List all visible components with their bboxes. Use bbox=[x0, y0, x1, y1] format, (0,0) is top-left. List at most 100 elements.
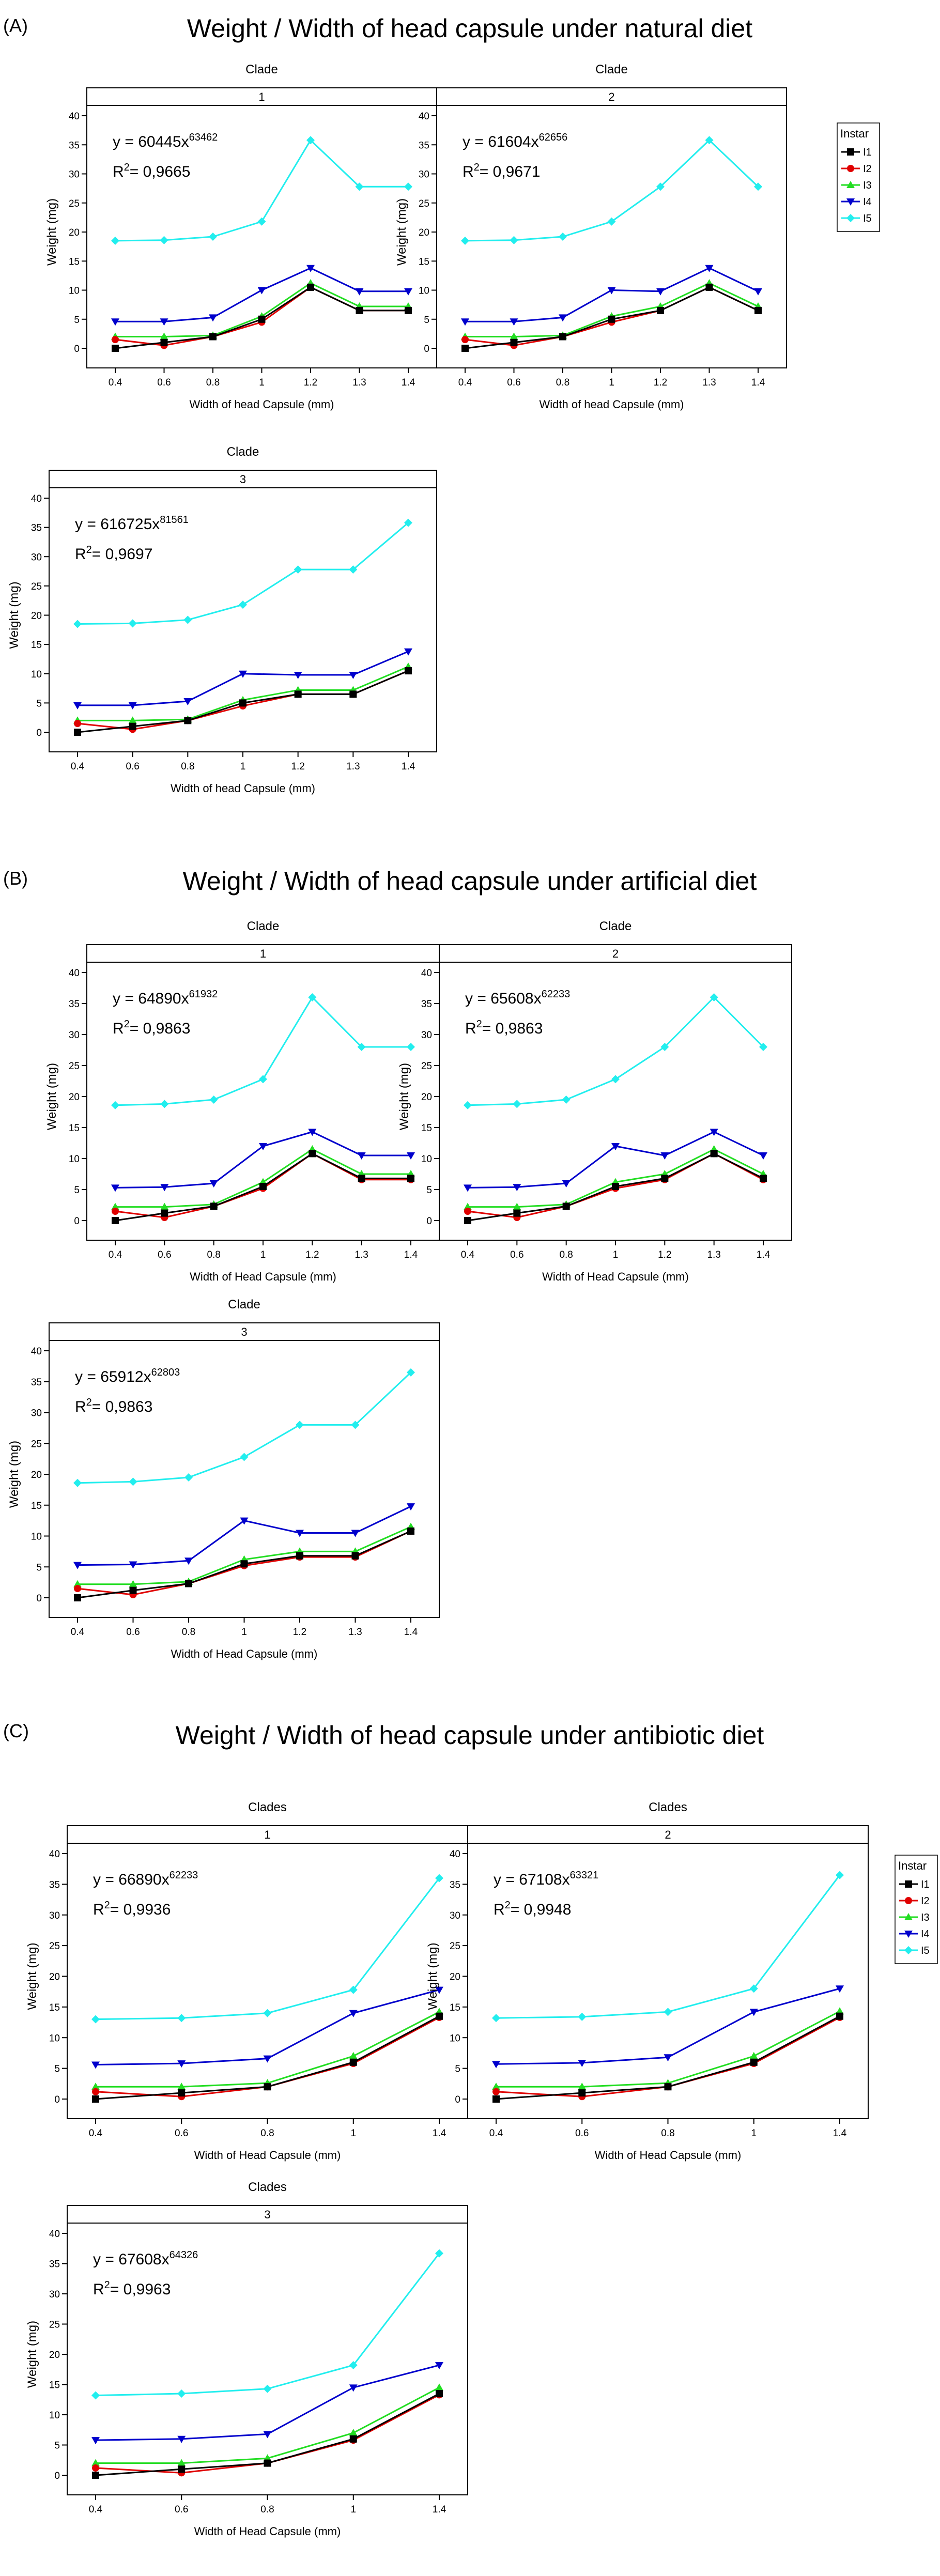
point-I5 bbox=[73, 620, 82, 628]
point-I1 bbox=[436, 2390, 443, 2398]
point-I1 bbox=[492, 2095, 500, 2103]
x-tick-label: 0.8 bbox=[207, 1250, 220, 1260]
legend-frame bbox=[837, 122, 880, 232]
y-tick-label: 5 bbox=[74, 315, 80, 326]
y-tick-label: 20 bbox=[450, 1972, 460, 1983]
y-tick-label: 25 bbox=[31, 581, 42, 592]
point-I5 bbox=[351, 1421, 360, 1429]
equation-label: y = 60445x63462 bbox=[113, 132, 218, 150]
point-I4 bbox=[562, 1180, 571, 1187]
y-tick-label: 15 bbox=[31, 1501, 42, 1511]
point-I1 bbox=[112, 1217, 119, 1224]
equation-label: y = 66890x62233 bbox=[93, 1870, 198, 1888]
y-axis-label: Weight (mg) bbox=[426, 1942, 440, 2010]
point-I1 bbox=[264, 2083, 271, 2091]
point-I4 bbox=[461, 318, 469, 326]
point-I4 bbox=[664, 2054, 672, 2062]
x-axis-label: Width of Head Capsule (mm) bbox=[595, 2149, 742, 2162]
point-I2 bbox=[461, 336, 469, 344]
x-axis-label: Width of head Capsule (mm) bbox=[171, 782, 315, 795]
x-tick-label: 1.4 bbox=[757, 1250, 771, 1260]
point-I5 bbox=[705, 136, 714, 145]
y-tick-label: 0 bbox=[54, 2471, 60, 2481]
y-tick-label: 30 bbox=[419, 169, 429, 180]
point-I5 bbox=[492, 2014, 500, 2023]
y-tick-label: 30 bbox=[31, 1408, 42, 1419]
legend-title: Instar bbox=[898, 1859, 927, 1872]
point-I4 bbox=[513, 1184, 521, 1192]
point-I1 bbox=[657, 306, 664, 314]
point-I4 bbox=[578, 2059, 587, 2067]
legend-entry-I1: I1 bbox=[863, 147, 872, 158]
r2-label: R2= 0,9863 bbox=[113, 1019, 190, 1037]
point-I4 bbox=[351, 1530, 360, 1537]
point-I1 bbox=[664, 2083, 672, 2091]
y-tick-label: 5 bbox=[36, 1562, 42, 1573]
point-I5 bbox=[209, 233, 217, 241]
point-I5 bbox=[836, 1871, 844, 1879]
equation-label: y = 67108x63321 bbox=[494, 1870, 598, 1888]
point-I5 bbox=[461, 236, 469, 245]
point-I3 bbox=[91, 2083, 100, 2090]
point-I4 bbox=[349, 2384, 358, 2392]
point-I3 bbox=[349, 2429, 358, 2436]
point-I1 bbox=[74, 729, 81, 736]
point-I5 bbox=[91, 2015, 100, 2024]
point-I1 bbox=[258, 315, 266, 323]
legend-marker-I2 bbox=[905, 1897, 912, 1904]
point-I5 bbox=[562, 1096, 571, 1104]
y-tick-label: 15 bbox=[69, 1123, 80, 1134]
y-tick-label: 35 bbox=[69, 999, 80, 1010]
point-I5 bbox=[177, 2389, 186, 2398]
x-tick-label: 1 bbox=[260, 1250, 266, 1260]
facet-label: 3 bbox=[264, 2208, 270, 2221]
panel-title: Weight / Width of head capsule under nat… bbox=[187, 14, 752, 43]
point-I5 bbox=[209, 1096, 218, 1104]
y-tick-label: 25 bbox=[69, 198, 80, 209]
x-tick-label: 0.6 bbox=[575, 2128, 589, 2139]
r2-label: R2= 0,9936 bbox=[93, 1900, 171, 1918]
point-I4 bbox=[296, 1530, 304, 1537]
point-I5 bbox=[749, 1984, 758, 1993]
legend: Instar I1 I2 I3 I4 I5 bbox=[895, 1855, 938, 1964]
x-tick-label: 1.3 bbox=[702, 377, 716, 388]
point-I4 bbox=[407, 1503, 415, 1511]
y-tick-label: 15 bbox=[49, 2002, 60, 2013]
point-I5 bbox=[759, 1043, 767, 1051]
point-I4 bbox=[129, 1561, 137, 1569]
point-I1 bbox=[349, 2435, 357, 2443]
y-tick-label: 35 bbox=[419, 140, 429, 151]
point-I5 bbox=[349, 1985, 358, 1994]
equation-label: y = 61604x62656 bbox=[463, 132, 567, 150]
point-I4 bbox=[294, 672, 302, 680]
point-I3 bbox=[111, 1202, 119, 1210]
point-I4 bbox=[257, 287, 266, 295]
legend-entry-I5: I5 bbox=[863, 213, 872, 224]
point-I4 bbox=[464, 1184, 472, 1192]
x-tick-label: 1.2 bbox=[304, 377, 317, 388]
point-I1 bbox=[129, 1586, 137, 1594]
y-tick-label: 25 bbox=[419, 198, 429, 209]
y-tick-label: 5 bbox=[36, 698, 42, 709]
point-I4 bbox=[128, 702, 137, 709]
series-line-I4 bbox=[496, 1987, 840, 2065]
point-I4 bbox=[435, 1986, 443, 1994]
x-tick-label: 0.6 bbox=[510, 1250, 523, 1260]
point-I5 bbox=[177, 2014, 186, 2023]
point-I5 bbox=[308, 993, 317, 1001]
series-line-I4 bbox=[95, 2364, 440, 2441]
y-tick-label: 0 bbox=[74, 344, 80, 354]
point-I5 bbox=[710, 993, 718, 1001]
y-tick-label: 25 bbox=[49, 2320, 60, 2331]
facet-label: 3 bbox=[240, 473, 246, 486]
point-I5 bbox=[404, 182, 412, 191]
point-I2 bbox=[112, 1208, 119, 1215]
equation-label: y = 67608x64326 bbox=[93, 2249, 198, 2268]
y-tick-label: 0 bbox=[426, 1216, 432, 1227]
x-tick-label: 0.6 bbox=[158, 1250, 171, 1260]
legend-entry-I2: I2 bbox=[863, 163, 872, 175]
x-axis-label: Width of Head Capsule (mm) bbox=[171, 1647, 318, 1660]
x-tick-label: 1.4 bbox=[433, 2504, 446, 2515]
